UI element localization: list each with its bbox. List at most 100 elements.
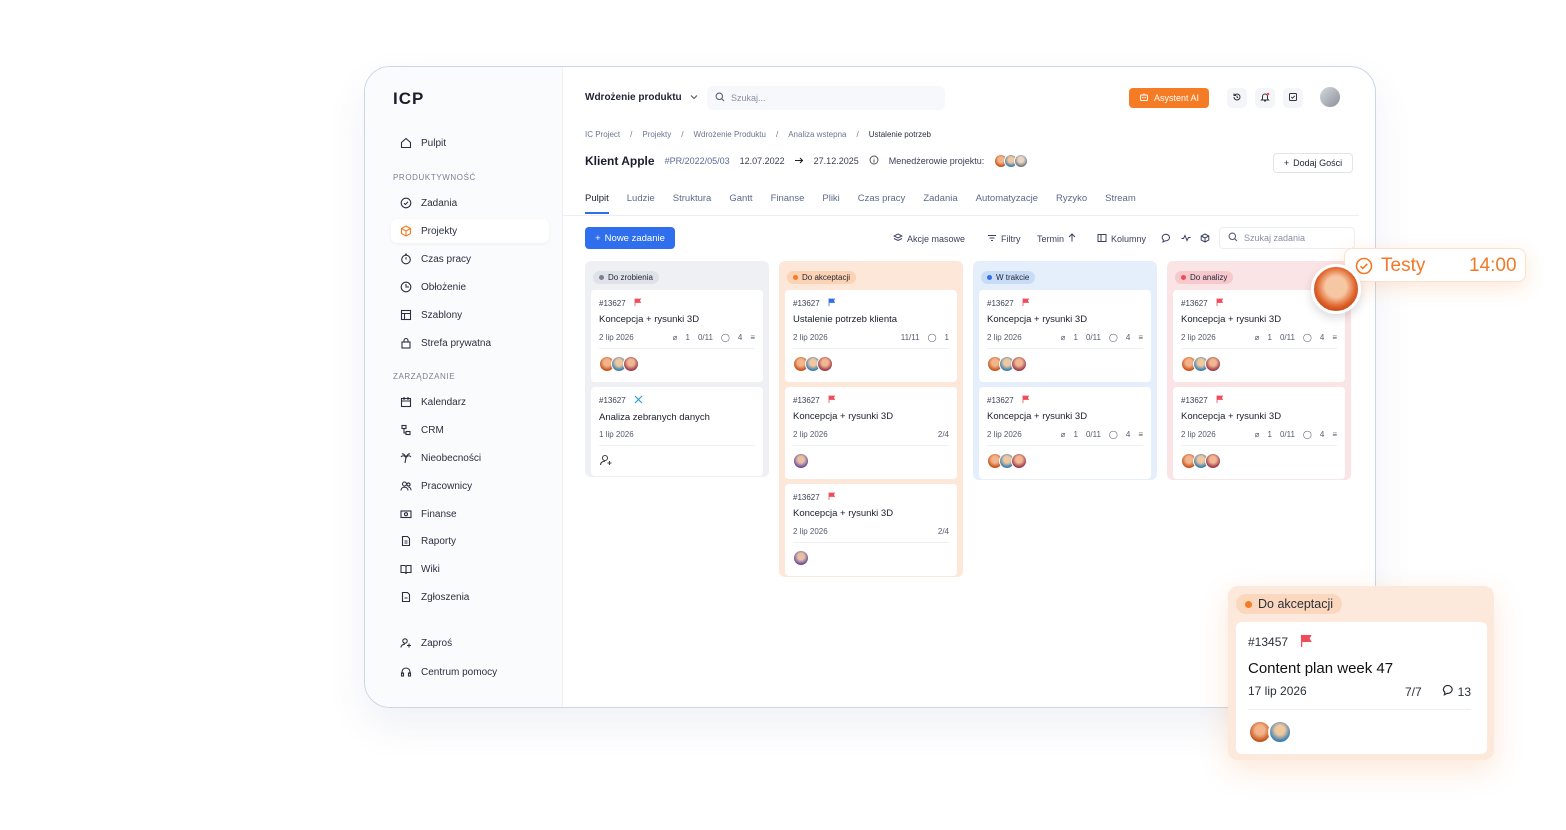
tab-finanse[interactable]: Finanse: [770, 193, 805, 204]
task-card[interactable]: #13627 Ustalenie potrzeb klienta 2 lip 2…: [785, 290, 957, 382]
task-title: Koncepcja + rysunki 3D: [1181, 411, 1282, 422]
add-guest-button[interactable]: + Dodaj Gości: [1273, 153, 1353, 173]
tab-pulpit[interactable]: Pulpit: [585, 193, 609, 214]
task-card[interactable]: #13627 Koncepcja + rysunki 3D 2 lip 2026…: [1173, 387, 1345, 479]
bulk-actions-button[interactable]: Akcje masowe: [892, 233, 965, 245]
tab-stream[interactable]: Stream: [1105, 193, 1136, 204]
sidebar-item-szablony[interactable]: Szablony: [391, 303, 549, 327]
avatar: [1205, 453, 1221, 469]
description-icon: ≡: [1138, 430, 1143, 439]
task-id: #13627: [599, 396, 626, 405]
sidebar-item-nieobecnosci[interactable]: Nieobecności: [391, 446, 549, 470]
tab-struktura[interactable]: Struktura: [672, 193, 712, 204]
breadcrumb-separator: /: [775, 130, 779, 139]
sidebar-item-zadania[interactable]: Zadania: [391, 191, 549, 215]
assign-user-icon[interactable]: [599, 453, 613, 472]
subtask-progress: 0/11: [1085, 430, 1101, 439]
page-title: Klient Apple: [585, 154, 655, 168]
sidebar-item-zgloszenia[interactable]: Zgłoszenia: [391, 585, 549, 609]
breadcrumb-item[interactable]: Wdrożenie Produktu: [693, 130, 766, 139]
attachment-count: 1: [685, 333, 690, 342]
sidebar: ICP Pulpit PRODUKTYWNOŚĆ Zadania Projekt…: [365, 67, 563, 707]
sidebar-item-pulpit[interactable]: Pulpit: [391, 131, 549, 155]
status-badge: W trakcie: [981, 271, 1036, 284]
money-icon: [399, 507, 413, 521]
task-date: 2 lip 2026: [1181, 333, 1216, 342]
sidebar-item-zapros[interactable]: Zaproś: [391, 631, 549, 655]
search-icon: [715, 92, 725, 104]
filters-button[interactable]: Filtry: [987, 233, 1021, 245]
task-card[interactable]: #13627 Koncepcja + rysunki 3D 2 lip 2026…: [979, 387, 1151, 479]
columns-button[interactable]: Kolumny: [1097, 233, 1146, 245]
info-icon[interactable]: [869, 155, 879, 167]
sidebar-item-kalendarz[interactable]: Kalendarz: [391, 390, 549, 414]
user-avatar[interactable]: [1319, 86, 1341, 108]
avatar: [793, 453, 809, 469]
new-task-button[interactable]: + Nowe zadanie: [585, 227, 675, 249]
project-selector[interactable]: Wdrożenie produktu: [585, 92, 698, 103]
tasks-button[interactable]: [1283, 88, 1303, 108]
sidebar-item-label: Obłożenie: [421, 281, 467, 293]
comment-count: 4: [737, 333, 743, 342]
subtask-progress: 11/11: [900, 333, 920, 342]
subtask-progress: 2/4: [937, 527, 949, 536]
sidebar-item-czas-pracy[interactable]: Czas pracy: [391, 247, 549, 271]
sidebar-item-oblozenie[interactable]: Obłożenie: [391, 275, 549, 299]
lock-icon: [399, 336, 413, 350]
tab-ryzyko[interactable]: Ryzyko: [1055, 193, 1088, 204]
sidebar-item-label: Pulpit: [421, 137, 447, 149]
sidebar-item-label: Kalendarz: [421, 396, 467, 408]
tabs: Pulpit Ludzie Struktura Gantt Finanse Pl…: [585, 193, 1136, 214]
task-id: #13627: [1181, 395, 1208, 405]
task-card[interactable]: #13627 Koncepcja + rysunki 3D 2 lip 2026…: [785, 484, 957, 576]
sidebar-item-pracownicy[interactable]: Pracownicy: [391, 474, 549, 498]
task-title: Analiza zebranych danych: [599, 412, 710, 423]
date-end: 27.12.2025: [813, 156, 859, 166]
package-button[interactable]: [1200, 233, 1210, 245]
tab-pliki[interactable]: Pliki: [822, 193, 840, 204]
sidebar-item-strefa-prywatna[interactable]: Strefa prywatna: [391, 331, 549, 355]
breadcrumb-item[interactable]: Projekty: [642, 130, 672, 139]
avatar: [817, 356, 833, 372]
notifications-button[interactable]: [1255, 88, 1275, 108]
sidebar-item-projekty[interactable]: Projekty: [391, 219, 549, 243]
tab-gantt[interactable]: Gantt: [729, 193, 753, 204]
task-date: 2 lip 2026: [793, 527, 828, 536]
breadcrumb-item[interactable]: IC Project: [585, 130, 621, 139]
task-card[interactable]: #13627 Analiza zebranych danych 1 lip 20…: [591, 387, 763, 476]
ticket-icon: [399, 590, 413, 604]
sidebar-item-raporty[interactable]: Raporty: [391, 529, 549, 553]
history-button[interactable]: [1227, 88, 1247, 108]
comment-count: 4: [1319, 333, 1325, 342]
sort-button[interactable]: Termin: [1037, 233, 1076, 244]
global-search-input[interactable]: Szukaj...: [707, 86, 945, 110]
comments-view-button[interactable]: [1161, 233, 1171, 245]
sidebar-item-centrum-pomocy[interactable]: Centrum pomocy: [391, 660, 549, 684]
sidebar-item-label: Wiki: [421, 563, 440, 575]
date-start: 12.07.2022: [739, 156, 785, 166]
manager-avatars[interactable]: [994, 154, 1029, 168]
tab-automatyzacje[interactable]: Automatyzacje: [975, 193, 1038, 204]
sidebar-item-label: CRM: [421, 424, 444, 436]
task-search-input[interactable]: Szukaj zadania: [1219, 227, 1355, 249]
tab-zadania[interactable]: Zadania: [923, 193, 958, 204]
tab-czas-pracy[interactable]: Czas pracy: [857, 193, 906, 204]
plus-icon: +: [1283, 158, 1290, 168]
tab-ludzie[interactable]: Ludzie: [626, 193, 655, 204]
sidebar-item-crm[interactable]: CRM: [391, 418, 549, 442]
task-card[interactable]: #13627 Koncepcja + rysunki 3D 2 lip 2026…: [591, 290, 763, 382]
ai-assistant-button[interactable]: Asystent AI: [1129, 88, 1209, 108]
comment-icon: ◯: [720, 333, 730, 342]
sidebar-item-label: Czas pracy: [421, 253, 472, 265]
breadcrumb-item[interactable]: Analiza wstepna: [788, 130, 847, 139]
sidebar-item-label: Zgłoszenia: [421, 591, 470, 603]
task-card[interactable]: #13627 Koncepcja + rysunki 3D 2 lip 2026…: [785, 387, 957, 479]
testy-time-chip[interactable]: Testy 14:00: [1344, 248, 1526, 282]
sidebar-item-finanse[interactable]: Finanse: [391, 502, 549, 526]
arrow-right-icon: [794, 156, 804, 166]
sidebar-item-wiki[interactable]: Wiki: [391, 557, 549, 581]
task-card[interactable]: #13627 Koncepcja + rysunki 3D 2 lip 2026…: [979, 290, 1151, 382]
flag-icon: [828, 395, 836, 405]
activity-button[interactable]: [1181, 233, 1191, 245]
task-card[interactable]: #13457 Content plan week 47 17 lip 2026 …: [1236, 622, 1487, 754]
